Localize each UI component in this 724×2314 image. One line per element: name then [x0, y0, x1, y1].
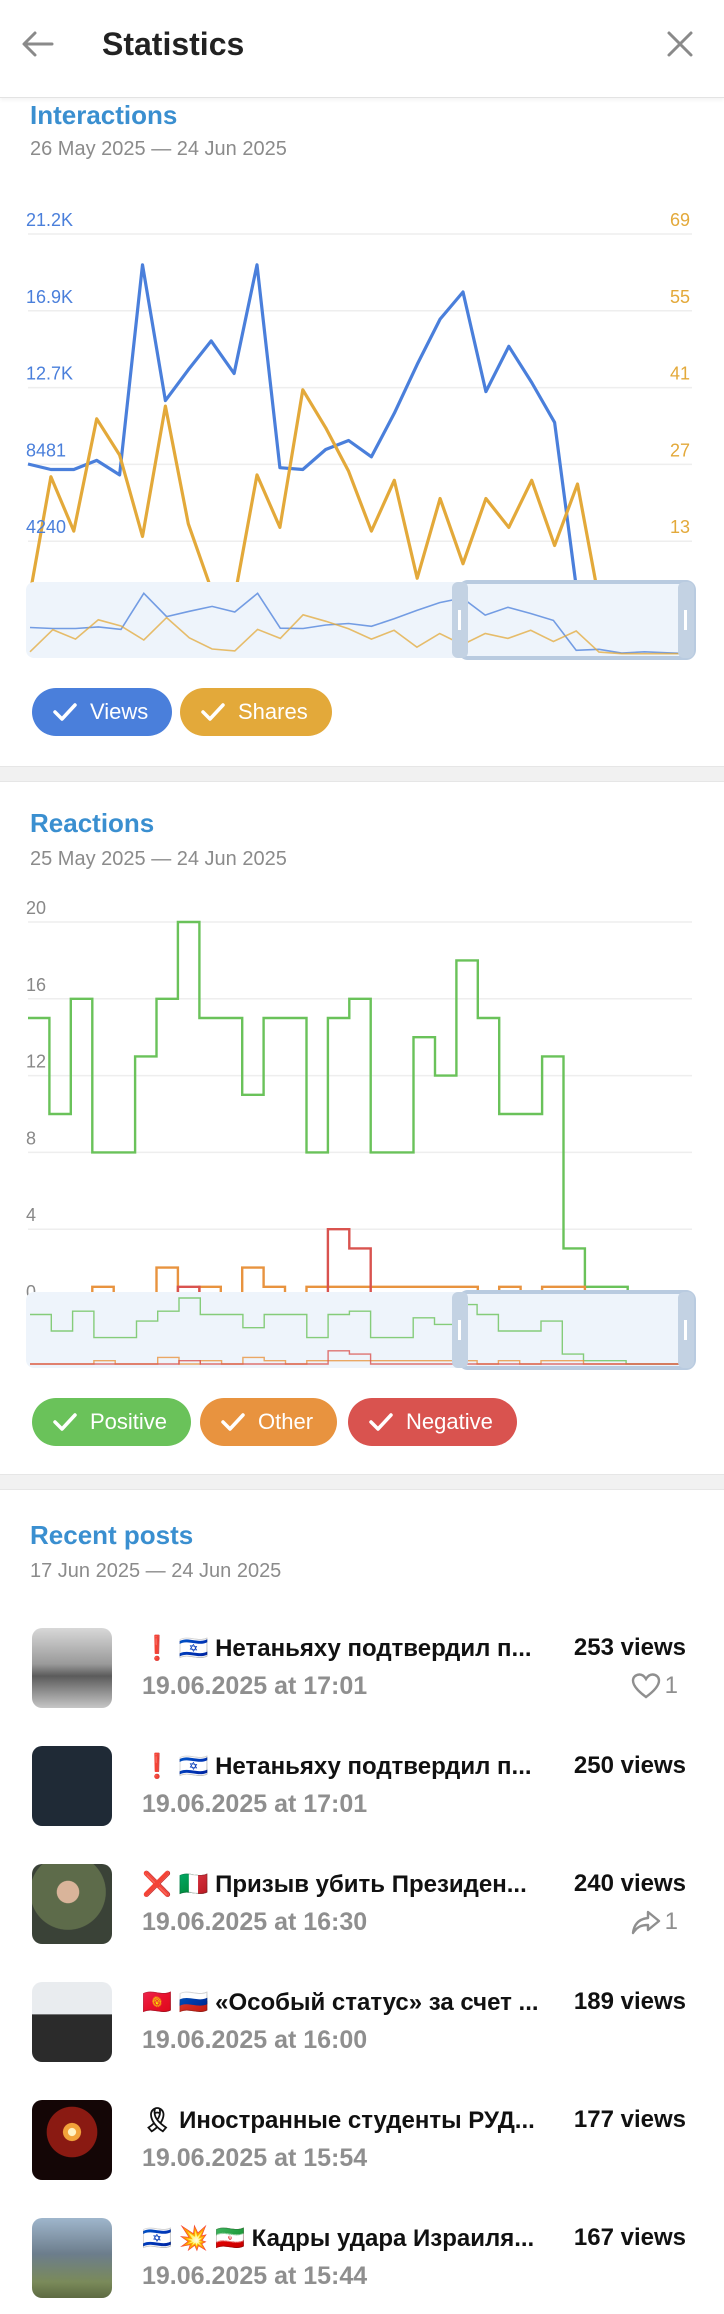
interactions-section: Interactions 26 May 2025 — 24 Jun 2025 0… — [0, 98, 724, 766]
y-right-tick-label: 69 — [670, 210, 690, 230]
interactions-title: Interactions — [30, 100, 178, 130]
negative-toggle-label: Negative — [406, 1409, 493, 1434]
heart-icon — [631, 1673, 660, 1699]
post-thumbnail — [32, 2218, 112, 2298]
post-thumbnail — [32, 1982, 112, 2062]
y-tick-label: 20 — [26, 898, 46, 918]
other-toggle[interactable]: Other — [200, 1398, 338, 1446]
navigator-line-views — [29, 592, 691, 655]
y-right-tick-label: 41 — [670, 364, 690, 384]
post-item[interactable]: ❗ 🇮🇱 Нетаньяху подтвердил п... 19.06.202… — [0, 1628, 724, 1746]
back-arrow-icon[interactable] — [18, 24, 58, 64]
check-icon — [369, 1413, 393, 1431]
shares-toggle[interactable]: Shares — [180, 688, 332, 736]
post-title: ❗ 🇮🇱 Нетаньяху подтвердил п... — [142, 1635, 532, 1662]
recent-posts-section: Recent posts 17 Jun 2025 — 24 Jun 2025 ❗… — [0, 1490, 724, 2314]
section-divider — [0, 1474, 724, 1490]
post-date: 19.06.2025 at 16:30 — [142, 1908, 368, 1936]
post-title: 🎗 Иностранные студенты РУД... — [142, 2107, 535, 2134]
post-views: 250 views — [573, 1752, 686, 1779]
post-item[interactable]: ❗ 🇮🇱 Нетаньяху подтвердил п... 19.06.202… — [0, 1746, 724, 1864]
post-shares: 1 — [631, 1908, 678, 1936]
post-thumbnail — [32, 2100, 112, 2180]
post-date: 19.06.2025 at 15:54 — [142, 2144, 368, 2172]
post-views: 253 views — [573, 1634, 686, 1661]
post-item[interactable]: 🎗 Иностранные студенты РУД... 19.06.2025… — [0, 2100, 724, 2218]
post-title: ❌ 🇮🇹 Призыв убить Президен... — [142, 1871, 527, 1898]
y-left-tick-label: 16.9K — [26, 287, 73, 307]
series-line-shares — [26, 388, 692, 618]
reactions-title: Reactions — [30, 808, 155, 838]
y-tick-label: 16 — [26, 975, 46, 995]
y-tick-label: 12 — [26, 1052, 46, 1072]
negative-toggle[interactable]: Negative — [348, 1398, 517, 1446]
y-tick-label: 4 — [26, 1205, 36, 1225]
post-date: 19.06.2025 at 17:01 — [142, 1790, 368, 1818]
y-tick-label: 0 — [26, 1282, 36, 1302]
post-item[interactable]: 🇮🇱 💥 🇮🇷 Кадры удара Израиля... 19.06.202… — [0, 2218, 724, 2314]
share-icon — [631, 1910, 660, 1935]
views-toggle[interactable]: Views — [32, 688, 173, 736]
post-views: 167 views — [573, 2224, 686, 2251]
navigator-line-positive — [30, 1297, 690, 1365]
interactions-range-navigator[interactable] — [0, 580, 724, 664]
shares-toggle-label: Shares — [238, 699, 308, 724]
post-views: 177 views — [573, 2106, 686, 2133]
y-right-tick-label: 13 — [670, 517, 690, 537]
positive-toggle[interactable]: Positive — [32, 1398, 192, 1446]
recent-posts-title: Recent posts — [30, 1520, 194, 1550]
post-date: 19.06.2025 at 17:01 — [142, 1672, 368, 1700]
close-icon[interactable] — [660, 24, 700, 64]
check-icon — [53, 703, 77, 721]
y-left-tick-label: 12.7K — [26, 364, 73, 384]
post-thumbnail — [32, 1746, 112, 1826]
post-item[interactable]: ❌ 🇮🇹 Призыв убить Президен... 19.06.2025… — [0, 1864, 724, 1982]
navigator-line-shares — [29, 613, 690, 655]
reactions-range-navigator[interactable] — [0, 1290, 724, 1374]
post-shares-count: 1 — [664, 1908, 678, 1935]
series-line-positive — [28, 920, 692, 1308]
navigator-line-negative — [30, 1350, 690, 1365]
post-views: 240 views — [573, 1870, 686, 1897]
reactions-section: Reactions 25 May 2025 — 24 Jun 2025 0 4 8 1… — [0, 782, 724, 1474]
views-toggle-label: Views — [90, 699, 149, 724]
post-title: 🇰🇬 🇷🇺 «Особый статус» за счет ... — [142, 1989, 539, 2016]
post-views: 189 views — [573, 1988, 686, 2015]
check-icon — [221, 1413, 245, 1431]
post-date: 19.06.2025 at 16:00 — [142, 2026, 368, 2054]
reactions-date-range: 25 May 2025 — 24 Jun 2025 — [30, 848, 287, 870]
check-icon — [53, 1413, 77, 1431]
y-left-tick-label: 21.2K — [26, 210, 73, 230]
post-item[interactable]: 🇰🇬 🇷🇺 «Особый статус» за счет ... 19.06.… — [0, 1982, 724, 2100]
y-right-tick-label: 27 — [670, 440, 690, 460]
app-header: Statistics — [0, 0, 724, 98]
interactions-date-range: 26 May 2025 — 24 Jun 2025 — [30, 138, 287, 160]
post-reactions-count: 1 — [664, 1672, 678, 1699]
post-thumbnail — [32, 1864, 112, 1944]
post-title: 🇮🇱 💥 🇮🇷 Кадры удара Израиля... — [142, 2225, 535, 2252]
y-left-tick-label: 8481 — [26, 440, 66, 460]
positive-toggle-label: Positive — [90, 1409, 168, 1434]
y-right-tick-label: 55 — [670, 287, 690, 307]
post-date: 19.06.2025 at 15:44 — [142, 2262, 368, 2290]
post-title: ❗ 🇮🇱 Нетаньяху подтвердил п... — [142, 1753, 532, 1780]
page-title: Statistics — [102, 26, 245, 62]
section-divider — [0, 766, 724, 782]
y-left-tick-label: 4240 — [26, 517, 66, 537]
post-reactions: 1 — [631, 1672, 678, 1700]
y-tick-label: 8 — [26, 1128, 36, 1148]
check-icon — [201, 703, 225, 721]
post-thumbnail — [32, 1628, 112, 1708]
other-toggle-label: Other — [258, 1409, 314, 1434]
recent-posts-date-range: 17 Jun 2025 — 24 Jun 2025 — [30, 1560, 282, 1582]
